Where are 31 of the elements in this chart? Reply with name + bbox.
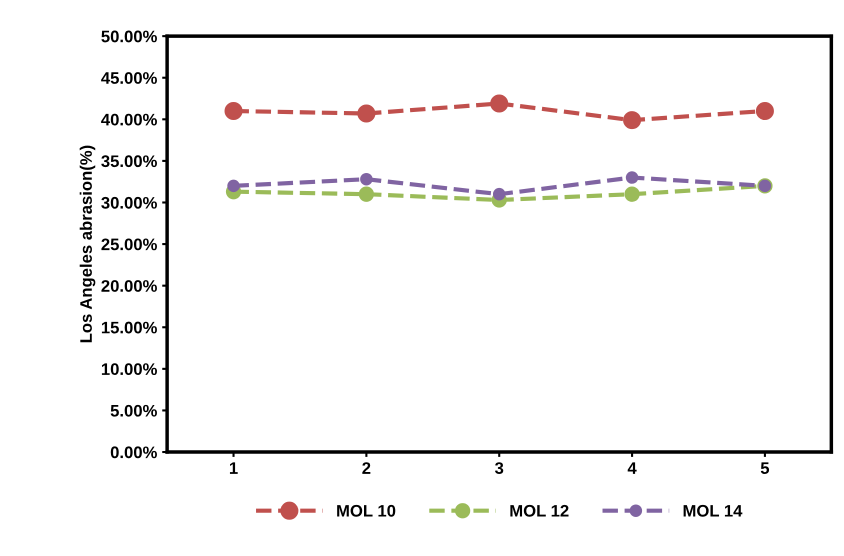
legend-label: MOL 10 (337, 504, 396, 517)
y-tick-label: 50.00% (101, 30, 157, 42)
x-tick-label: 2 (362, 462, 370, 474)
y-tick-label: 20.00% (101, 280, 157, 292)
legend-label: MOL 12 (510, 504, 569, 517)
legend-label: MOL 14 (684, 504, 742, 517)
point (358, 186, 374, 202)
point (224, 102, 243, 120)
y-tick-label: 0.00% (110, 446, 157, 458)
x-tick-label: 4 (628, 462, 637, 474)
point (626, 171, 638, 184)
point (624, 186, 640, 202)
y-tick-label: 10.00% (102, 363, 157, 376)
y-tick-label: 40.00% (101, 114, 157, 126)
point (357, 104, 376, 123)
point (227, 180, 240, 192)
point (360, 172, 373, 186)
point (492, 188, 506, 200)
y-tick-label: 45.00% (101, 72, 157, 84)
y-tick-label: 5.00% (110, 404, 157, 417)
y-axis-title: Los Angeles abrasion(%) (80, 146, 96, 342)
point (756, 102, 774, 120)
point (490, 94, 508, 113)
y-tick-label: 35.00% (101, 155, 157, 168)
x-tick-label: 5 (760, 462, 770, 474)
x-tick-label: 3 (494, 462, 504, 474)
y-tick-label: 30.00% (101, 196, 157, 209)
x-tick-label: 1 (230, 462, 238, 474)
y-tick-label: 25.00% (101, 238, 157, 250)
point (623, 111, 642, 130)
y-tick-label: 15.00% (102, 322, 157, 334)
